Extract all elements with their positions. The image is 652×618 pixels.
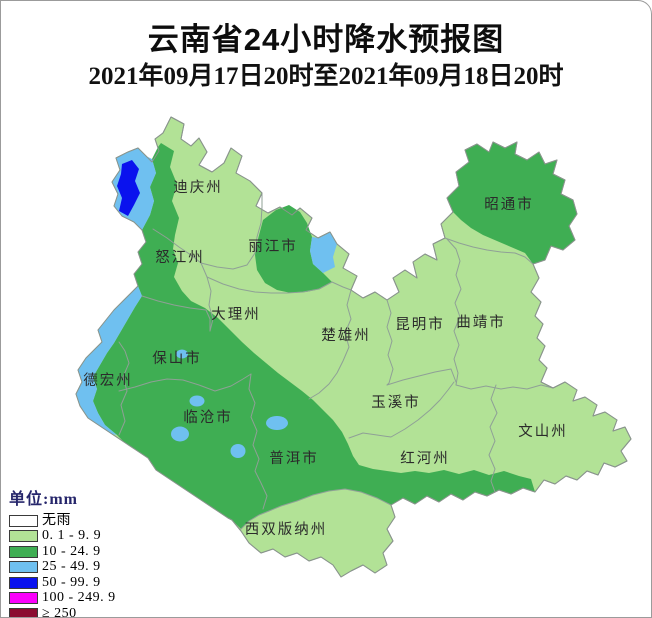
legend-label-10-24-9: 10 - 24. 9 bbox=[42, 543, 101, 559]
page-subtitle: 2021年09月17日20时至2021年09月18日20时 bbox=[88, 63, 564, 90]
legend-item-25-49-9: 25 - 49. 9 bbox=[9, 560, 116, 576]
legend-label-25-49-9: 25 - 49. 9 bbox=[42, 559, 101, 575]
legend-swatch-10-24-9 bbox=[9, 545, 38, 558]
legend-label-no-rain: 无雨 bbox=[42, 512, 71, 528]
legend-item-50-99-9: 50 - 99. 9 bbox=[9, 575, 116, 591]
region-label-puer: 普洱市 bbox=[269, 450, 319, 467]
region-label-lijiang: 丽江市 bbox=[248, 238, 298, 255]
legend-swatch-0-1-9-9 bbox=[9, 530, 38, 543]
local-patch-baoshan bbox=[176, 349, 188, 359]
legend-swatch-25-49-9 bbox=[9, 561, 38, 574]
legend-item-100-249-9: 100 - 249. 9 bbox=[9, 591, 116, 607]
region-label-nujiang: 怒江州 bbox=[155, 249, 205, 266]
legend-swatch-250-plus bbox=[9, 607, 38, 617]
boundary-lijiang-south bbox=[206, 276, 352, 294]
region-label-baoshan: 保山市 bbox=[152, 350, 202, 367]
boundary-nujiang-baoshan bbox=[141, 295, 211, 332]
local-patch-lincang-north bbox=[189, 395, 205, 407]
region-label-zhaotong: 昭通市 bbox=[484, 196, 534, 213]
region-labels: 迪庆州 怒江州 丽江市 大理州 保山市 德宏州 临沧市 普洱市 西双版纳州 楚雄… bbox=[83, 179, 568, 538]
legend-swatch-50-99-9 bbox=[9, 576, 38, 589]
rain-band-10-24-zhaotong bbox=[447, 142, 577, 264]
legend-item-0-1-9-9: 0. 1 - 9. 9 bbox=[9, 529, 116, 545]
boundary-honghe-wenshan bbox=[488, 384, 498, 493]
legend-item-10-24-9: 10 - 24. 9 bbox=[9, 544, 116, 560]
legend-label-100-249-9: 100 - 249. 9 bbox=[42, 590, 116, 606]
legend-unit-label: 单位:mm bbox=[9, 491, 78, 508]
boundary-lincang-puer bbox=[248, 373, 268, 510]
boundary-kunming-yuxi bbox=[386, 368, 457, 386]
rain-band-25-49-local-patches bbox=[171, 349, 288, 458]
boundary-zhaotong-south bbox=[444, 237, 534, 265]
boundary-baoshan-lincang bbox=[118, 373, 252, 392]
region-label-wenshan: 文山州 bbox=[518, 423, 568, 440]
region-label-diqing: 迪庆州 bbox=[173, 179, 223, 196]
boundary-kunming-qujing bbox=[446, 238, 462, 386]
legend-label-250-plus: ≥ 250 bbox=[42, 605, 77, 618]
legend-item-250-plus: ≥ 250 bbox=[9, 605, 116, 618]
boundary-chuxiong-kunming bbox=[386, 299, 394, 386]
rain-band-25-49-lijiang-east bbox=[310, 232, 337, 273]
page-title: 云南省24小时降水预报图 bbox=[147, 22, 505, 57]
boundary-diqing-south bbox=[200, 192, 263, 270]
region-label-xishuangbanna: 西双版纳州 bbox=[245, 521, 328, 538]
region-label-kunming: 昆明市 bbox=[395, 316, 445, 333]
region-label-chuxiong: 楚雄州 bbox=[321, 327, 371, 344]
boundary-dali-chuxiong bbox=[308, 289, 352, 400]
rain-band-25-49-west-strip bbox=[76, 286, 142, 435]
local-patch-lincang-south bbox=[171, 426, 189, 442]
rain-band-10-24-west-mass bbox=[93, 143, 535, 529]
legend-swatch-100-249-9 bbox=[9, 592, 38, 605]
boundary-dehong-east bbox=[118, 341, 130, 436]
region-label-dehong: 德宏州 bbox=[83, 372, 133, 389]
legend-label-50-99-9: 50 - 99. 9 bbox=[42, 574, 101, 590]
local-patch-puer-south bbox=[230, 444, 246, 458]
local-patch-puer-east bbox=[266, 416, 288, 430]
boundary-qujing-south bbox=[455, 384, 554, 390]
prefecture-boundaries bbox=[118, 192, 554, 530]
region-label-lincang: 临沧市 bbox=[183, 409, 233, 426]
region-label-yuxi: 玉溪市 bbox=[371, 394, 421, 411]
boundary-puer-xishuangbanna bbox=[240, 488, 392, 530]
region-label-qujing: 曲靖市 bbox=[456, 314, 506, 331]
rain-band-50-99-northwest-blob bbox=[117, 160, 140, 216]
legend: 单位:mm 无雨 0. 1 - 9. 9 10 - 24. 9 25 - 49.… bbox=[9, 485, 116, 618]
province-outline bbox=[75, 116, 632, 578]
legend-swatch-no-rain bbox=[9, 514, 38, 527]
region-label-honghe: 红河州 bbox=[400, 450, 450, 467]
rain-band-10-24-lijiang bbox=[255, 205, 332, 293]
boundary-nujiang-east bbox=[152, 228, 214, 332]
boundary-yuxi-honghe bbox=[348, 381, 455, 439]
legend-item-no-rain: 无雨 bbox=[9, 513, 116, 529]
legend-label-0-1-9-9: 0. 1 - 9. 9 bbox=[42, 528, 102, 544]
region-label-dali: 大理州 bbox=[211, 306, 261, 323]
